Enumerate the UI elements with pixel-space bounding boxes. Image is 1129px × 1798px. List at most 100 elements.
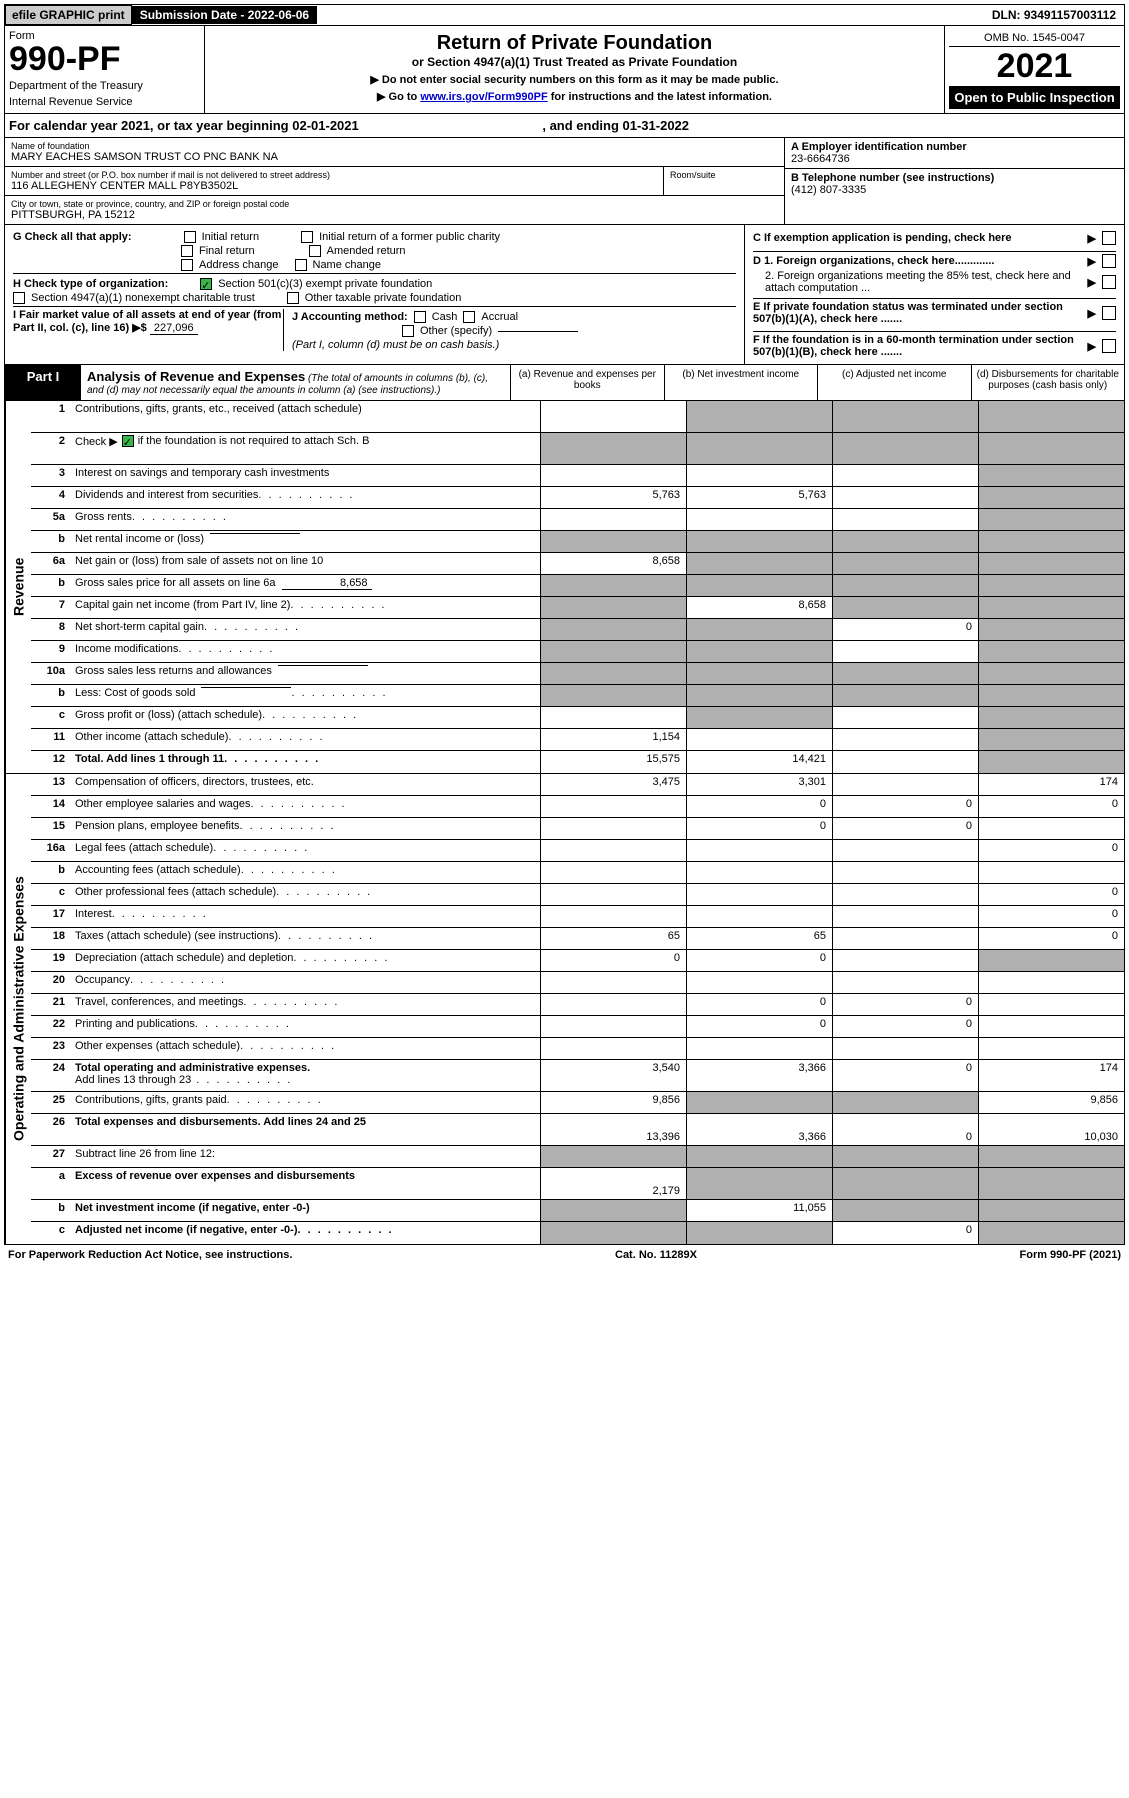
r22-c: 0: [832, 1016, 978, 1037]
r15-c: 0: [832, 818, 978, 839]
initial-return-checkbox[interactable]: [184, 231, 196, 243]
r6b-val: 8,658: [282, 577, 372, 590]
j-label: J Accounting method:: [292, 311, 408, 323]
d1-checkbox[interactable]: [1102, 254, 1116, 268]
r24-b: 3,366: [686, 1060, 832, 1091]
row-1-label: Contributions, gifts, grants, etc., rece…: [71, 401, 540, 432]
j-note: (Part I, column (d) must be on cash basi…: [292, 339, 736, 351]
r25-a: 9,856: [540, 1092, 686, 1113]
r17-d: 0: [978, 906, 1124, 927]
fmv-value: 227,096: [150, 322, 198, 335]
room-label: Room/suite: [670, 170, 778, 180]
i-label: I Fair market value of all assets at end…: [13, 309, 281, 334]
row-9-label: Income modifications: [71, 641, 540, 662]
r24-c: 0: [832, 1060, 978, 1091]
f-label: F If the foundation is in a 60-month ter…: [753, 334, 1082, 358]
501c3-checkbox[interactable]: ✓: [200, 278, 212, 290]
4947-checkbox[interactable]: [13, 292, 25, 304]
row-16b-label: Accounting fees (attach schedule): [71, 862, 540, 883]
r14-c: 0: [832, 796, 978, 817]
other-method-label: Other (specify): [420, 325, 492, 337]
r12-b: 14,421: [686, 751, 832, 773]
irs-link[interactable]: www.irs.gov/Form990PF: [420, 91, 547, 103]
row-21-label: Travel, conferences, and meetings: [71, 994, 540, 1015]
row-6a-label: Net gain or (loss) from sale of assets n…: [71, 553, 540, 574]
cash-checkbox[interactable]: [414, 311, 426, 323]
name-change-checkbox[interactable]: [295, 259, 307, 271]
r6b-pre: Gross sales price for all assets on line…: [75, 577, 276, 589]
submission-date: Submission Date - 2022-06-06: [132, 6, 317, 24]
top-bar: efile GRAPHIC print Submission Date - 20…: [4, 4, 1125, 26]
dln: DLN: 93491157003112: [984, 6, 1124, 24]
part1-header-row: Part I Analysis of Revenue and Expenses …: [4, 365, 1125, 401]
row-2-label: Check ▶ ✓ if the foundation is not requi…: [71, 433, 540, 464]
name-change-label: Name change: [313, 259, 382, 271]
expenses-label: Operating and Administrative Expenses: [5, 774, 31, 1244]
row-26-label: Total expenses and disbursements. Add li…: [71, 1114, 540, 1145]
row-23-label: Other expenses (attach schedule): [71, 1038, 540, 1059]
r13-b: 3,301: [686, 774, 832, 795]
col-a-header: (a) Revenue and expenses per books: [510, 365, 664, 400]
info-block: Name of foundation MARY EACHES SAMSON TR…: [4, 138, 1125, 225]
addr-change-label: Address change: [199, 259, 279, 271]
row-27c-label: Adjusted net income (if negative, enter …: [71, 1222, 540, 1244]
open-public-badge: Open to Public Inspection: [949, 86, 1120, 109]
r10b-text: Less: Cost of goods sold: [75, 687, 195, 699]
r13-d: 174: [978, 774, 1124, 795]
r18-a: 65: [540, 928, 686, 949]
initial-former-checkbox[interactable]: [301, 231, 313, 243]
row-16a-label: Legal fees (attach schedule): [71, 840, 540, 861]
r16c-d: 0: [978, 884, 1124, 905]
f-checkbox[interactable]: [1102, 339, 1116, 353]
col-b-header: (b) Net investment income: [664, 365, 818, 400]
other-taxable-checkbox[interactable]: [287, 292, 299, 304]
r21-b: 0: [686, 994, 832, 1015]
h-label: H Check type of organization:: [13, 278, 168, 290]
form-number: 990-PF: [9, 42, 200, 76]
final-return-label: Final return: [199, 245, 255, 257]
footer-mid: Cat. No. 11289X: [615, 1249, 697, 1261]
row-5b-label: Net rental income or (loss): [71, 531, 540, 552]
efile-print-button[interactable]: efile GRAPHIC print: [5, 5, 132, 25]
row-27b-label: Net investment income (if negative, ente…: [71, 1200, 540, 1221]
row-11-label: Other income (attach schedule): [71, 729, 540, 750]
row-19-label: Depreciation (attach schedule) and deple…: [71, 950, 540, 971]
final-return-checkbox[interactable]: [181, 245, 193, 257]
row-17-label: Interest: [71, 906, 540, 927]
accrual-checkbox[interactable]: [463, 311, 475, 323]
row-12-label: Total. Add lines 1 through 11: [71, 751, 540, 773]
r22-b: 0: [686, 1016, 832, 1037]
part1-badge: Part I: [5, 365, 81, 400]
amended-checkbox[interactable]: [309, 245, 321, 257]
d2-checkbox[interactable]: [1102, 275, 1116, 289]
c-checkbox[interactable]: [1102, 231, 1116, 245]
schb-checkbox[interactable]: ✓: [122, 435, 134, 447]
r27c-c: 0: [832, 1222, 978, 1244]
other-method-checkbox[interactable]: [402, 325, 414, 337]
col-d-header: (d) Disbursements for charitable purpose…: [971, 365, 1125, 400]
r27a-a: 2,179: [540, 1168, 686, 1199]
501c3-label: Section 501(c)(3) exempt private foundat…: [218, 278, 432, 290]
r8-c: 0: [832, 619, 978, 640]
foundation-name: MARY EACHES SAMSON TRUST CO PNC BANK NA: [11, 151, 778, 163]
cash-label: Cash: [432, 311, 458, 323]
r2-post: if the foundation is not required to att…: [138, 435, 370, 447]
row-3-label: Interest on savings and temporary cash i…: [71, 465, 540, 486]
r26-d: 10,030: [978, 1114, 1124, 1145]
r4-a: 5,763: [540, 487, 686, 508]
row-14-label: Other employee salaries and wages: [71, 796, 540, 817]
r13-a: 3,475: [540, 774, 686, 795]
amended-label: Amended return: [327, 245, 406, 257]
row-20-label: Occupancy: [71, 972, 540, 993]
r7-b: 8,658: [686, 597, 832, 618]
initial-former-label: Initial return of a former public charit…: [319, 231, 500, 243]
row-4-label: Dividends and interest from securities: [71, 487, 540, 508]
r12-a: 15,575: [540, 751, 686, 773]
phone-label: B Telephone number (see instructions): [791, 172, 1118, 184]
r24-d: 174: [978, 1060, 1124, 1091]
omb-number: OMB No. 1545-0047: [949, 30, 1120, 47]
row-10b-label: Less: Cost of goods sold: [71, 685, 540, 706]
e-checkbox[interactable]: [1102, 306, 1116, 320]
addr-change-checkbox[interactable]: [181, 259, 193, 271]
footer-right: Form 990-PF (2021): [1020, 1249, 1121, 1261]
